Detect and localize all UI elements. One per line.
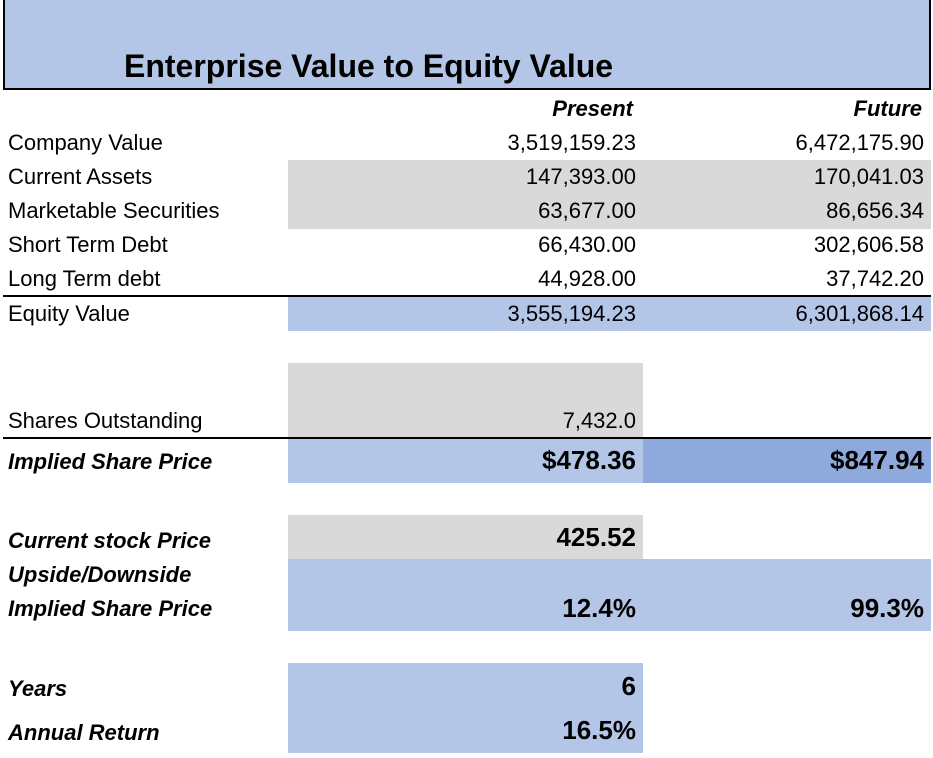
row-present-long-term-debt: 44,928.00 xyxy=(538,266,636,291)
shaded-shares-cell xyxy=(288,363,643,437)
upside-future-value: 99.3% xyxy=(850,593,924,623)
years-label: Years xyxy=(8,676,68,701)
row-present-equity-value: 3,555,194.23 xyxy=(507,301,636,326)
row-future-equity-value: 6,301,868.14 xyxy=(795,301,924,326)
shaded-implied-present xyxy=(288,439,643,483)
row-present-marketable-securities: 63,677.00 xyxy=(538,198,636,223)
row-label-marketable-securities: Marketable Securities xyxy=(8,198,220,223)
row-future-short-term-debt: 302,606.58 xyxy=(813,232,924,257)
years-value: 6 xyxy=(621,671,636,701)
divider-equity xyxy=(3,295,931,297)
column-header-future: Future xyxy=(853,96,922,121)
upside-implied-label: Implied Share Price xyxy=(8,596,213,621)
row-label-equity-value: Equity Value xyxy=(8,301,130,326)
page-title: Enterprise Value to Equity Value xyxy=(124,48,614,84)
column-header-present: Present xyxy=(552,96,633,121)
row-present-short-term-debt: 66,430.00 xyxy=(538,232,636,257)
current-stock-price-value: 425.52 xyxy=(556,522,636,552)
divider-implied xyxy=(3,437,931,439)
shaded-years-return xyxy=(288,663,643,753)
implied-share-price-future: $847.94 xyxy=(830,445,924,475)
row-label-current-assets: Current Assets xyxy=(8,164,153,189)
row-present-company-value: 3,519,159.23 xyxy=(507,130,636,155)
annual-return-label: Annual Return xyxy=(8,720,160,745)
annual-return-value: 16.5% xyxy=(562,715,636,745)
row-label-company-value: Company Value xyxy=(8,130,163,155)
shares-outstanding-label: Shares Outstanding xyxy=(8,408,203,433)
shaded-current-price xyxy=(288,515,643,559)
current-stock-price-label: Current stock Price xyxy=(8,528,211,553)
row-present-current-assets: 147,393.00 xyxy=(525,164,636,189)
row-future-current-assets: 170,041.03 xyxy=(813,164,924,189)
row-future-company-value: 6,472,175.90 xyxy=(795,130,924,155)
row-label-short-term-debt: Short Term Debt xyxy=(8,232,168,257)
title-band xyxy=(3,0,931,90)
implied-share-price-label: Implied Share Price xyxy=(8,449,213,474)
upside-downside-label: Upside/Downside xyxy=(8,562,192,587)
upside-present-value: 12.4% xyxy=(562,593,636,623)
row-future-marketable-securities: 86,656.34 xyxy=(826,198,924,223)
shares-outstanding-value: 7,432.0 xyxy=(562,408,636,433)
implied-share-price-present: $478.36 xyxy=(542,445,636,475)
shaded-equity-value xyxy=(288,297,931,331)
shaded-implied-future xyxy=(643,439,931,483)
shaded-assets-block xyxy=(288,160,931,229)
row-future-long-term-debt: 37,742.20 xyxy=(826,266,924,291)
row-label-long-term-debt: Long Term debt xyxy=(8,266,161,291)
shaded-upside xyxy=(288,559,931,631)
